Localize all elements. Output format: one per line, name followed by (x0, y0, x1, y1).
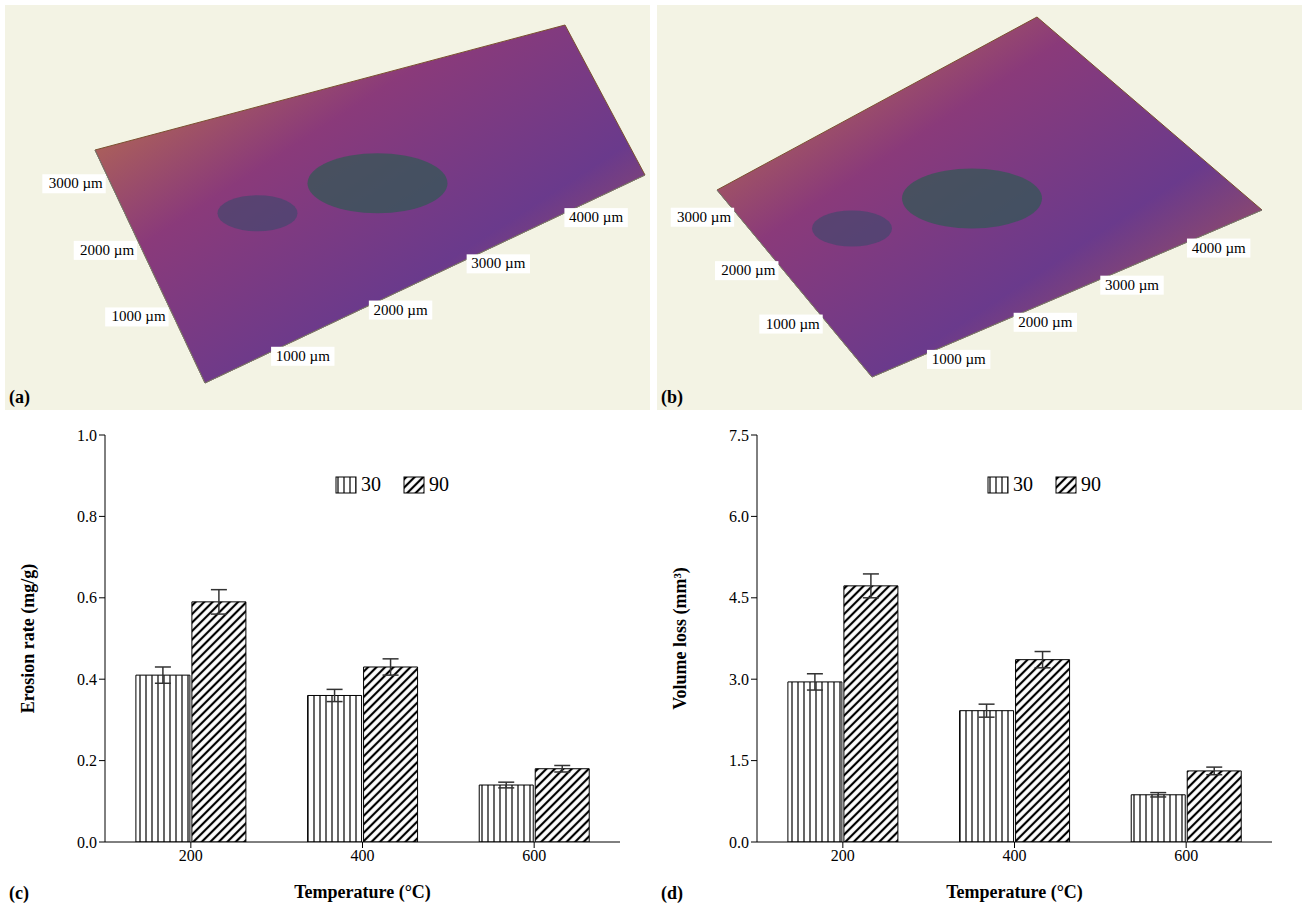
svg-text:4.5: 4.5 (729, 589, 749, 606)
html-text:90: 90 (1081, 473, 1101, 495)
svg-text:1000 µm: 1000 µm (932, 351, 986, 367)
html-text:30: 30 (361, 473, 381, 495)
svg-text:600: 600 (1174, 847, 1198, 864)
svg-text:0.8: 0.8 (77, 508, 97, 525)
svg-text:0.0: 0.0 (77, 834, 97, 851)
svg-text:3000 µm: 3000 µm (1105, 277, 1159, 293)
svg-text:3000 µm: 3000 µm (677, 209, 731, 225)
svg-text:400: 400 (351, 847, 375, 864)
svg-text:600: 600 (522, 847, 546, 864)
svg-text:Temperature (°C): Temperature (°C) (294, 882, 431, 903)
svg-text:0.2: 0.2 (77, 752, 97, 769)
svg-text:200: 200 (831, 847, 855, 864)
svg-text:1000 µm: 1000 µm (112, 308, 166, 324)
svg-text:2000 µm: 2000 µm (80, 242, 134, 258)
svg-text:Temperature (°C): Temperature (°C) (946, 882, 1083, 903)
svg-text:3000 µm: 3000 µm (471, 255, 525, 271)
svg-text:3000 µm: 3000 µm (49, 175, 103, 191)
svg-text:3.0: 3.0 (729, 671, 749, 688)
svg-text:(b): (b) (661, 387, 683, 408)
html-text:90: 90 (429, 473, 449, 495)
svg-text:4000 µm: 4000 µm (1192, 240, 1246, 256)
svg-text:400: 400 (1003, 847, 1027, 864)
svg-text:2000 µm: 2000 µm (721, 262, 775, 278)
svg-text:6.0: 6.0 (729, 508, 749, 525)
svg-text:Volume loss (mm³): Volume loss (mm³) (670, 567, 691, 710)
svg-text:7.5: 7.5 (729, 427, 749, 444)
svg-text:1.5: 1.5 (729, 752, 749, 769)
svg-text:2000 µm: 2000 µm (374, 302, 428, 318)
svg-text:Erosion rate (mg/g): Erosion rate (mg/g) (18, 564, 39, 714)
svg-text:2000 µm: 2000 µm (1018, 314, 1072, 330)
html-text:(d): (d) (661, 883, 683, 903)
html-text:(c): (c) (9, 883, 29, 903)
svg-text:1000 µm: 1000 µm (766, 316, 820, 332)
svg-text:200: 200 (179, 847, 203, 864)
svg-text:0.6: 0.6 (77, 589, 97, 606)
svg-text:(a): (a) (9, 387, 30, 408)
svg-text:1.0: 1.0 (77, 427, 97, 444)
svg-text:1000 µm: 1000 µm (276, 348, 330, 364)
svg-text:0.4: 0.4 (77, 671, 97, 688)
svg-text:0.0: 0.0 (729, 834, 749, 851)
svg-text:4000 µm: 4000 µm (569, 209, 623, 225)
html-text:30: 30 (1013, 473, 1033, 495)
